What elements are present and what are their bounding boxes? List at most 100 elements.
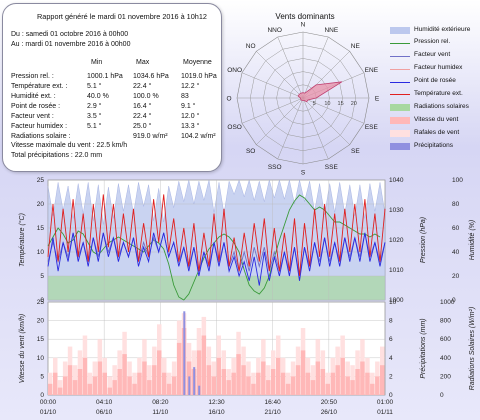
wind-speed-bar	[122, 354, 127, 395]
x-time-label: 00:00	[40, 399, 57, 406]
humidity-tick-label: 80	[452, 201, 460, 208]
precipitation-tick-label: 10	[389, 299, 397, 306]
legend-swatch	[390, 39, 410, 47]
wind-rose-spoke	[277, 36, 304, 99]
wind-speed-bar	[97, 361, 103, 395]
temperature-tick-label: 5	[40, 273, 44, 280]
pressure-tick-label: 1010	[389, 267, 404, 274]
wind-gust-bar	[107, 376, 112, 395]
precipitation-axis-title: Précipitations (mm)	[420, 318, 427, 378]
wind-speed-bar	[305, 372, 311, 395]
wind-speed-bar	[285, 383, 291, 395]
wind-speed-tick-label: 25	[37, 299, 45, 306]
report-title: Rapport généré le mardi 01 novembre 2016…	[37, 12, 207, 21]
solar-axis-title: Radiations Solaires (W/m²)	[469, 307, 476, 391]
wind-speed-bar	[280, 372, 286, 395]
wind-speed-bar	[221, 369, 226, 395]
x-date-label: 01/10	[40, 409, 57, 416]
wind-speed-bar	[196, 350, 202, 395]
wind-rose-ring-label: 20	[351, 101, 357, 107]
wind-speed-bar	[142, 361, 147, 395]
report-row-min: 3.5 °	[87, 113, 102, 120]
humidity-tick-label: 100	[452, 177, 463, 184]
wind-speed-bar	[147, 380, 152, 395]
wind-speed-bar	[107, 387, 112, 395]
report-period-to: Au : mardi 01 novembre 2016 à 00h00	[11, 41, 131, 48]
legend-label: Humidité extérieure	[414, 25, 471, 33]
chart-legend: Humidité extérieure Pression rel. Facteur …	[390, 25, 478, 154]
legend-swatch	[390, 143, 410, 151]
wind-speed-bar	[53, 372, 58, 395]
wind-speed-bar	[112, 380, 117, 395]
legend-swatch	[390, 65, 410, 73]
wind-rose-spoke	[302, 97, 329, 160]
wind-rose-direction-label: S	[301, 170, 306, 176]
report-row-max: 1034.6 hPa	[133, 73, 169, 80]
report-row-max: 22.4 °	[133, 113, 152, 120]
temperature-tick-label: 25	[37, 177, 45, 184]
wind-rose-direction-label: O	[226, 96, 231, 103]
wind-speed-bar	[72, 380, 78, 395]
legend-swatch	[390, 27, 410, 34]
wind-speed-bar	[370, 383, 375, 395]
pressure-tick-label: 1030	[389, 207, 404, 214]
wind-rose-spoke	[241, 97, 304, 124]
wind-rose-spoke	[256, 97, 304, 145]
humidity-tick-label: 40	[452, 249, 460, 256]
wind-rose-direction-label: NE	[351, 43, 361, 50]
wind-speed-bar	[132, 383, 137, 395]
precipitation-tick-label: 0	[389, 392, 393, 399]
report-row-label: Humidité ext. :	[11, 93, 56, 100]
wind-rose-ring-label: 15	[338, 101, 344, 107]
legend-swatch	[390, 91, 410, 99]
x-time-label: 12:30	[208, 399, 225, 406]
report-row-label: Facteur humidex :	[11, 123, 68, 130]
x-date-label: 16/10	[208, 409, 225, 416]
wind-speed-bar	[216, 357, 221, 395]
wind-speed-bar	[231, 372, 236, 395]
report-row-avg: 83	[181, 93, 189, 100]
wind-speed-tick-label: 5	[40, 373, 44, 380]
legend-item: Humidité extérieure	[390, 25, 478, 37]
legend-label: Radiations solaires	[414, 102, 469, 110]
wind-rose-direction-label: SE	[351, 148, 360, 155]
wind-rose-title: Vents dominants	[275, 12, 334, 21]
wind-rose-direction-label: OSO	[227, 124, 241, 131]
report-column-min: Min	[91, 59, 103, 66]
precipitation-bar	[193, 367, 196, 395]
legend-swatch	[390, 130, 410, 138]
wind-rose-direction-label: ONO	[227, 67, 242, 74]
precipitation-bar	[188, 376, 191, 395]
wind-speed-bar	[295, 365, 301, 395]
wind-speed-bar	[350, 380, 355, 395]
x-time-label: 16:40	[265, 399, 282, 406]
wind-speed-bar	[315, 361, 321, 395]
temperature-tick-label: 20	[37, 201, 45, 208]
wind-speed-bar	[300, 350, 306, 395]
report-row-max: 100.0 %	[133, 93, 159, 100]
humidity-tick-label: 0	[452, 297, 456, 304]
dew-point-line	[47, 232, 386, 286]
wind-speed-bar	[152, 365, 157, 395]
humidity-axis-title: Humidité (%)	[469, 220, 476, 260]
wind-speed-bar	[290, 376, 296, 395]
pressure-tick-label: 1040	[389, 177, 404, 184]
report-row-min: 5.1 °	[87, 83, 102, 90]
precipitation-tick-label: 6	[389, 336, 393, 343]
wind-speed-bar	[48, 383, 53, 395]
report-total-rain: Total précipitations : 22.0 mm	[11, 152, 103, 159]
legend-swatch	[390, 78, 410, 86]
precipitation-tick-label: 4	[389, 355, 393, 362]
report-row-label: Température ext. :	[11, 83, 68, 90]
pressure-axis-title: Pression (hPa)	[420, 217, 427, 263]
wind-speed-bar	[211, 376, 216, 395]
wind-speed-bar	[320, 369, 326, 395]
legend-swatch	[390, 52, 410, 60]
wind-speed-bar	[82, 357, 88, 395]
legend-item: Vitesse du vent	[390, 115, 478, 127]
x-date-label: 11/10	[152, 409, 168, 416]
wind-speed-bar	[340, 357, 345, 395]
wind-speed-bar	[176, 342, 182, 395]
legend-swatch	[390, 117, 410, 125]
temperature-tick-label: 15	[37, 225, 45, 232]
